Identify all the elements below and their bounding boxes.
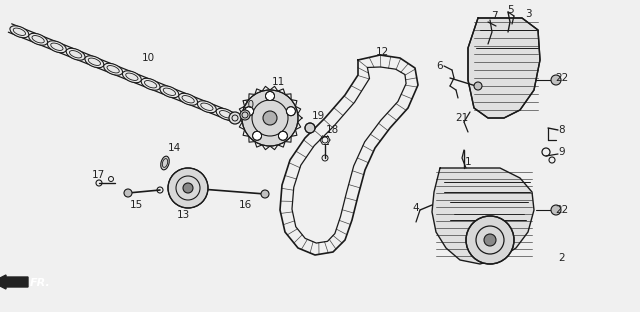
Polygon shape	[468, 18, 540, 118]
Text: 16: 16	[238, 200, 252, 210]
Text: 18: 18	[325, 125, 339, 135]
Ellipse shape	[88, 58, 100, 66]
Ellipse shape	[220, 110, 232, 118]
Ellipse shape	[145, 80, 157, 88]
Text: 19: 19	[312, 111, 324, 121]
Circle shape	[551, 75, 561, 85]
Polygon shape	[432, 168, 534, 264]
Circle shape	[168, 168, 208, 208]
Text: 9: 9	[559, 147, 565, 157]
Circle shape	[474, 82, 482, 90]
Ellipse shape	[66, 48, 85, 60]
Ellipse shape	[70, 51, 82, 58]
Ellipse shape	[182, 95, 195, 103]
Circle shape	[229, 112, 241, 124]
Text: 3: 3	[525, 9, 531, 19]
Text: 22: 22	[556, 73, 568, 83]
Circle shape	[287, 107, 296, 116]
Text: 11: 11	[271, 77, 285, 87]
Ellipse shape	[125, 73, 138, 80]
Text: 21: 21	[456, 113, 468, 123]
Text: 17: 17	[92, 170, 104, 180]
Text: 4: 4	[413, 203, 419, 213]
Circle shape	[466, 216, 514, 264]
Ellipse shape	[179, 93, 198, 105]
Text: 22: 22	[556, 205, 568, 215]
Ellipse shape	[122, 71, 141, 83]
Circle shape	[240, 110, 250, 120]
Ellipse shape	[197, 101, 216, 113]
Ellipse shape	[29, 33, 47, 45]
Ellipse shape	[85, 56, 104, 68]
Ellipse shape	[216, 108, 235, 120]
Ellipse shape	[141, 78, 160, 90]
Ellipse shape	[163, 88, 175, 95]
Text: 2: 2	[559, 253, 565, 263]
Text: FR.: FR.	[30, 278, 51, 288]
Text: 1: 1	[465, 157, 471, 167]
Ellipse shape	[51, 43, 63, 51]
Circle shape	[263, 111, 277, 125]
Ellipse shape	[47, 41, 67, 53]
Ellipse shape	[107, 66, 119, 73]
Circle shape	[305, 123, 315, 133]
Circle shape	[278, 131, 287, 140]
Ellipse shape	[10, 26, 29, 38]
Ellipse shape	[13, 28, 26, 36]
Circle shape	[244, 107, 253, 116]
Text: 20: 20	[241, 100, 255, 110]
FancyArrow shape	[0, 275, 28, 289]
Ellipse shape	[201, 103, 213, 110]
Text: 5: 5	[507, 5, 513, 15]
Circle shape	[484, 234, 496, 246]
Text: 7: 7	[491, 11, 497, 21]
Ellipse shape	[161, 156, 169, 170]
Text: 13: 13	[177, 210, 189, 220]
Text: 10: 10	[141, 53, 155, 63]
Circle shape	[242, 90, 298, 146]
Text: 8: 8	[559, 125, 565, 135]
Ellipse shape	[32, 36, 44, 43]
Circle shape	[266, 91, 275, 100]
Text: 15: 15	[129, 200, 143, 210]
Circle shape	[261, 190, 269, 198]
Text: 12: 12	[376, 47, 388, 57]
Text: 6: 6	[436, 61, 444, 71]
Text: 14: 14	[168, 143, 180, 153]
Circle shape	[253, 131, 262, 140]
Circle shape	[124, 189, 132, 197]
Ellipse shape	[160, 86, 179, 98]
Circle shape	[551, 205, 561, 215]
Circle shape	[183, 183, 193, 193]
Ellipse shape	[104, 63, 123, 75]
